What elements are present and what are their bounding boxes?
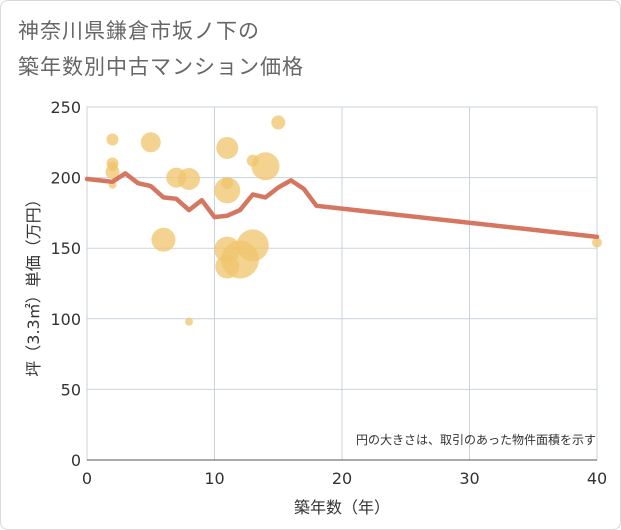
bubble-point: [592, 237, 602, 248]
x-tick-label: 10: [204, 469, 224, 488]
bubble-point: [251, 152, 280, 181]
bubble-point: [140, 132, 161, 153]
chart-title-line1: 神奈川県鎌倉市坂ノ下の: [18, 19, 260, 43]
bubble-point: [236, 229, 269, 262]
average-price-line: [84, 171, 600, 240]
x-tick-label: 0: [82, 469, 92, 488]
bubble-point: [216, 136, 239, 159]
x-tick-label: 40: [587, 469, 607, 488]
y-tick-label: 150: [50, 239, 81, 258]
bubble-point: [178, 168, 200, 191]
y-tick-label: 250: [50, 98, 81, 117]
chart-title-line2: 築年数別中古マンション価格: [18, 55, 304, 79]
bubble-point: [106, 133, 119, 146]
x-axis-label: 築年数（年）: [294, 498, 390, 517]
average-line-series: [84, 171, 600, 240]
bubble-point: [271, 115, 286, 130]
bubble-size-note: 円の大きさは、取引のあった物件面積を示す: [356, 432, 596, 447]
grid-lines: [86, 106, 598, 461]
bubble-point: [185, 317, 193, 326]
y-axis-label: 坪（3.3㎡）単価（万円）: [24, 191, 43, 376]
bubble-point: [214, 177, 241, 204]
y-tick-label: 100: [50, 310, 81, 329]
x-tick-label: 20: [332, 469, 352, 488]
y-tick-label: 0: [71, 451, 81, 470]
y-tick-label: 50: [61, 380, 81, 399]
bubble-series: [105, 115, 602, 326]
y-tick-label: 200: [50, 169, 81, 188]
bubble-point: [105, 164, 120, 179]
tick-labels: 0 50 100 150 200 250 0 10 20 30 40: [50, 98, 607, 488]
x-tick-label: 30: [459, 469, 479, 488]
bubble-point: [151, 227, 176, 252]
chart-title: 神奈川県鎌倉市坂ノ下の 築年数別中古マンション価格: [18, 13, 304, 85]
